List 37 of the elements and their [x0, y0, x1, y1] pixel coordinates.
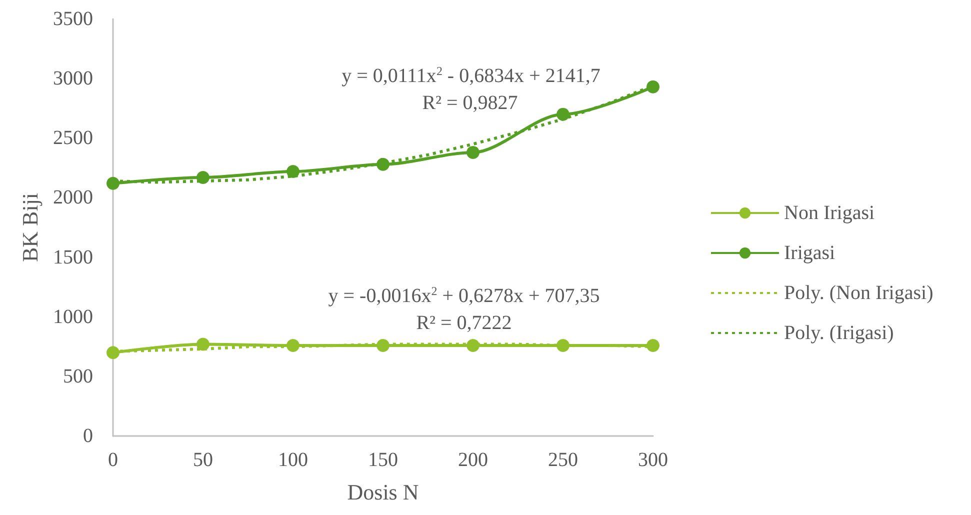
x-tick-label: 0: [108, 449, 118, 471]
x-tick-label: 200: [458, 449, 488, 471]
y-tick-label: 3500: [53, 8, 93, 30]
legend-label: Non Irigasi: [784, 202, 875, 224]
point: [376, 158, 390, 171]
y-tick-label: 1500: [53, 246, 93, 268]
point: [196, 338, 210, 351]
x-tick-label: 300: [638, 449, 668, 471]
legend-label: Poly. (Irigasi): [784, 322, 894, 344]
point: [376, 338, 390, 352]
x-tick-label: 150: [368, 449, 398, 471]
x-tick-label: 250: [548, 449, 578, 471]
y-tick-label: 2500: [53, 127, 93, 150]
x-tick-label: 100: [278, 449, 308, 471]
y-tick-label: 3000: [53, 68, 93, 90]
y-tick-label: 1000: [53, 306, 93, 328]
y-tick-label: 2000: [53, 186, 93, 209]
point: [286, 338, 300, 352]
legend-label: Irigasi: [784, 242, 836, 264]
point: [466, 338, 480, 352]
y-axis-title: BK Biji: [18, 192, 42, 262]
point: [646, 80, 660, 94]
legend-label: Poly. (Non Irigasi): [784, 282, 934, 304]
point: [106, 176, 120, 190]
point: [556, 108, 570, 121]
y-tick-label: 0: [83, 425, 93, 447]
point: [646, 338, 660, 352]
point: [106, 346, 120, 360]
x-axis-title: Dosis N: [347, 480, 419, 504]
y-tick-label: 500: [63, 365, 93, 388]
annotation: R² = 0,7222: [416, 312, 512, 334]
point: [466, 146, 480, 159]
point: [556, 338, 570, 352]
annotation: R² = 0,9827: [422, 92, 518, 114]
point: [196, 170, 210, 184]
point: [286, 165, 300, 178]
x-tick-label: 50: [193, 449, 213, 471]
